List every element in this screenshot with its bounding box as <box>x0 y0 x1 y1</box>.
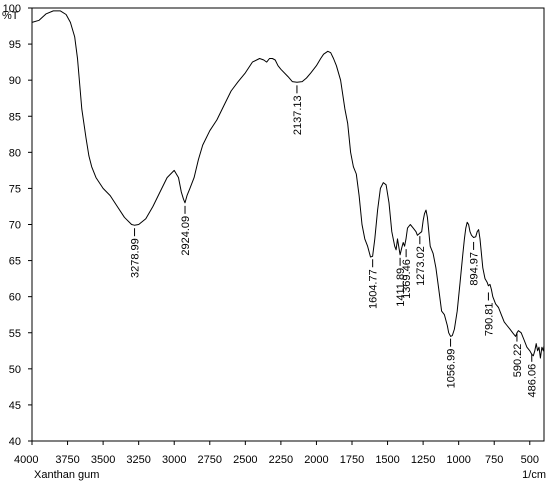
y-tick-label: 80 <box>9 147 21 159</box>
x-tick-label: 2750 <box>198 454 222 466</box>
x-tick-label: 750 <box>485 454 503 466</box>
x-tick-label: 1000 <box>446 454 470 466</box>
y-tick-label: 75 <box>9 183 21 195</box>
x-tick-label: 2250 <box>269 454 293 466</box>
peak-annotations: 3278.99 2924.09 2137.13 1604.77 1411.891369.… <box>130 85 539 397</box>
x-tick-label: 3250 <box>126 454 150 466</box>
y-tick-label: 70 <box>9 220 21 232</box>
y-tick-label: 60 <box>9 292 21 304</box>
x-tick-label: 500 <box>521 454 539 466</box>
peak-label: 1411.89 <box>395 268 407 307</box>
peak-label: 486.06 <box>527 364 539 398</box>
y-tick-label: 95 <box>9 39 21 51</box>
spectrum-line <box>31 10 545 359</box>
y-axis-label: %T <box>2 10 19 22</box>
x-tick-label: 1500 <box>375 454 399 466</box>
peak-label: 590.22 <box>512 344 524 378</box>
spectrum-series <box>31 10 545 359</box>
x-tick-label: 1250 <box>411 454 435 466</box>
peak-label: 790.81 <box>483 302 495 336</box>
peak-label: 1369.46 <box>401 259 413 299</box>
y-tick-label: 85 <box>9 111 21 123</box>
y-tick-label: 90 <box>9 75 21 87</box>
peak-label: 1273.02 <box>415 246 427 286</box>
y-tick-label: 65 <box>9 256 21 268</box>
y-tick-label: 50 <box>9 364 21 376</box>
x-tick-label: 4000 <box>14 454 38 466</box>
y-tick-label: 55 <box>9 328 21 340</box>
x-axis-sample-label: Xanthan gum <box>34 469 99 481</box>
y-tick-label: 40 <box>9 436 21 448</box>
peak-label: 2924.09 <box>180 216 192 256</box>
x-axis: 4000 3750 3500 3250 3000 2750 2500 2250 2000 1750… <box>14 441 539 466</box>
peak-label: 894.97 <box>469 252 481 286</box>
peak-label: 3278.99 <box>130 238 142 278</box>
y-axis: 40 45 50 55 60 65 70 75 80 85 90 95 100 <box>3 3 32 448</box>
y-tick-label: 45 <box>9 400 21 412</box>
peak-label: 2137.13 <box>292 95 304 135</box>
x-tick-label: 2500 <box>233 454 257 466</box>
x-tick-label: 3500 <box>91 454 115 466</box>
x-axis-unit-label: 1/cm <box>522 469 546 481</box>
x-tick-label: 1750 <box>340 454 364 466</box>
x-tick-label: 2000 <box>304 454 328 466</box>
plot-frame <box>31 7 545 442</box>
peak-label: 1604.77 <box>368 269 380 309</box>
x-tick-label: 3000 <box>162 454 186 466</box>
y-tick-label: 100 <box>3 3 21 15</box>
peak-label: 1056.99 <box>446 349 458 389</box>
x-tick-label: 3750 <box>55 454 79 466</box>
